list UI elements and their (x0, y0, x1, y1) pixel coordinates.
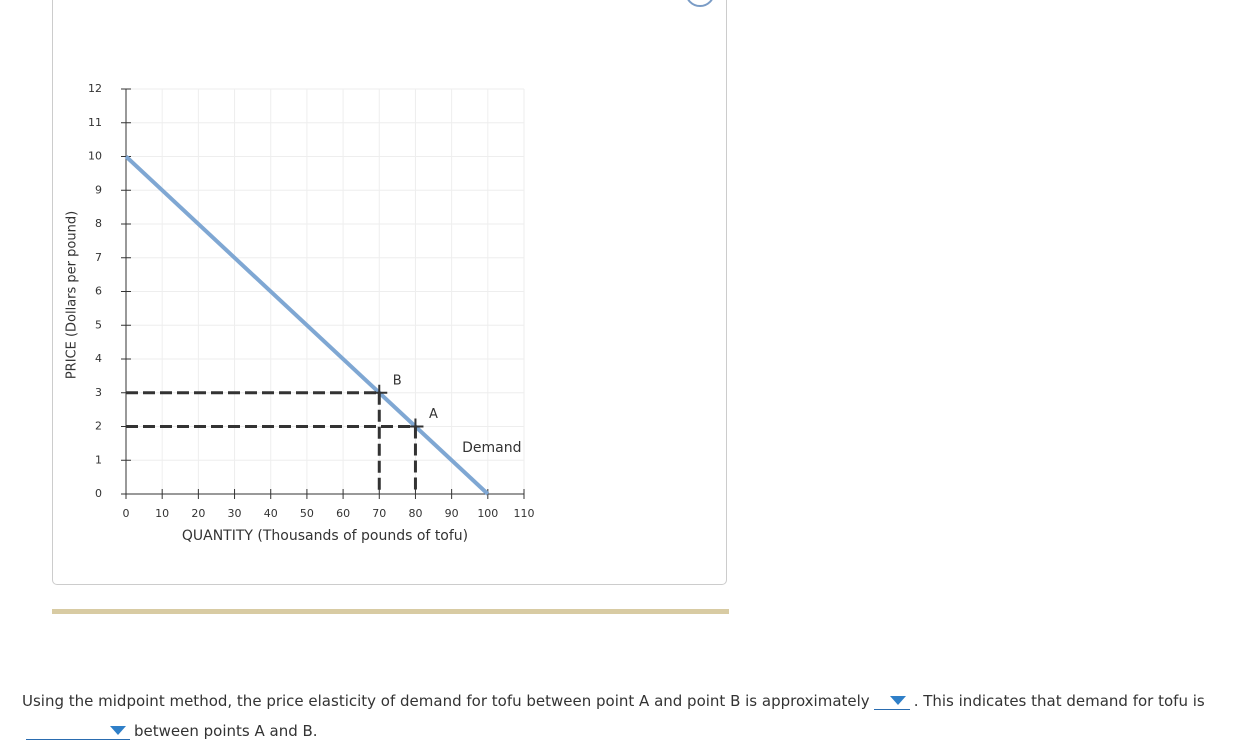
info-icon[interactable] (686, 0, 714, 7)
question-text: between points A and B. (134, 722, 318, 740)
y-tick-label: 8 (95, 217, 102, 230)
x-tick-label: 10 (155, 507, 169, 520)
y-tick-label: 1 (95, 453, 102, 466)
dropdown[interactable] (26, 721, 130, 740)
x-tick-label: 0 (123, 507, 130, 520)
point-label: A (429, 407, 438, 422)
y-tick-label: 12 (88, 82, 102, 95)
y-tick-label: 7 (95, 251, 102, 264)
point-label: B (393, 373, 402, 388)
chart: QUANTITY (Thousands of pounds of tofu) P… (65, 0, 714, 544)
dropdown[interactable] (873, 691, 910, 710)
point (407, 418, 424, 435)
question: Using the midpoint method, the price ela… (22, 686, 1222, 746)
x-tick-label: 100 (477, 507, 498, 520)
x-tick-label: 110 (514, 507, 535, 520)
x-tick-label: 50 (300, 507, 314, 520)
y-axis-label: PRICE (Dollars per pound) (65, 211, 80, 379)
chart-panel (52, 0, 727, 585)
question-text: . This indicates that demand for tofu is (913, 692, 1205, 710)
x-tick-label: 70 (372, 507, 386, 520)
x-tick-label: 80 (408, 507, 422, 520)
y-tick-label: 2 (95, 420, 102, 433)
y-tick-label: 3 (95, 386, 102, 399)
x-tick-label: 20 (191, 507, 205, 520)
x-axis-label: QUANTITY (Thousands of pounds of tofu) (182, 528, 468, 544)
y-tick-label: 10 (88, 150, 102, 163)
y-tick-label: 5 (95, 318, 102, 331)
y-tick-label: 11 (88, 116, 102, 129)
y-tick-label: 4 (95, 352, 102, 365)
separator (52, 609, 729, 614)
y-tick-label: 9 (95, 183, 102, 196)
y-tick-label: 0 (95, 487, 102, 500)
x-tick-label: 30 (228, 507, 242, 520)
y-tick-label: 6 (95, 285, 102, 298)
x-tick-label: 40 (264, 507, 278, 520)
x-tick-label: 60 (336, 507, 350, 520)
x-tick-label: 90 (445, 507, 459, 520)
question-text: Using the midpoint method, the price ela… (22, 692, 870, 710)
demand-line (124, 155, 490, 496)
series-label: Demand (462, 440, 521, 456)
point (371, 384, 388, 401)
